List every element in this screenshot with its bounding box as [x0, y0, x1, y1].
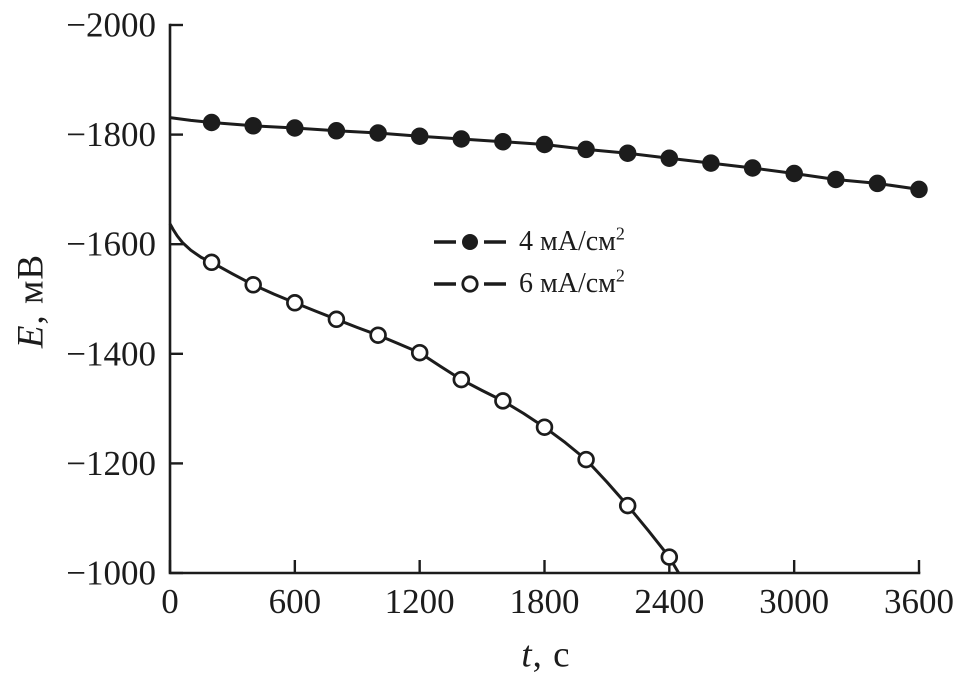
series-1-marker — [535, 418, 554, 436]
series-0-marker — [743, 159, 762, 177]
y-axis-units: , мВ — [10, 253, 52, 325]
series-1-marker — [660, 548, 679, 566]
series-1-marker — [577, 450, 595, 469]
x-tick-label: 600 — [269, 582, 322, 621]
series-0-marker — [327, 122, 346, 140]
legend-label: 6 мА/см2 — [519, 265, 625, 300]
series-1-marker — [286, 294, 304, 312]
series-1-marker — [410, 343, 429, 362]
series-0-marker — [452, 130, 471, 148]
series-1-marker — [202, 253, 221, 272]
series-0-marker — [868, 174, 887, 193]
y-tick-label: −1800 — [66, 115, 156, 154]
x-tick-label: 1800 — [510, 582, 580, 621]
x-tick-label: 1200 — [385, 582, 455, 621]
series-1-marker — [452, 370, 471, 389]
series-1-marker — [618, 496, 637, 515]
series-0-marker — [910, 180, 928, 199]
y-tick-label: −1200 — [66, 444, 156, 483]
series-0-marker — [535, 135, 554, 154]
x-tick-label: 3600 — [884, 582, 954, 621]
x-axis-units: , с — [532, 634, 571, 676]
series-0-marker — [827, 170, 845, 189]
legend-label-sup: 2 — [615, 223, 625, 244]
x-tick-label: 2400 — [634, 582, 704, 621]
legend: 4 мА/см2 6 мА/см2 — [433, 221, 625, 305]
y-axis-variable: E — [10, 324, 52, 349]
series-0-marker — [660, 149, 679, 167]
series-0-marker — [618, 144, 637, 162]
series-1-marker — [369, 326, 387, 344]
x-tick-label: 0 — [161, 582, 179, 621]
x-axis-variable: t — [521, 634, 533, 676]
series-0-marker — [410, 127, 429, 145]
series-0-marker — [702, 154, 720, 172]
legend-label-sup: 2 — [615, 265, 625, 286]
series-0-marker — [286, 119, 304, 137]
open-circle-line-icon — [434, 275, 506, 293]
y-tick-label: −1000 — [66, 554, 156, 593]
y-tick-label: −1400 — [66, 334, 156, 373]
x-tick-label: 3000 — [759, 582, 829, 621]
series-1-marker — [327, 310, 346, 329]
legend-item-4ma: 4 мА/см2 — [433, 221, 625, 263]
series-0-marker — [494, 132, 512, 151]
legend-label-text: 4 мА/см — [519, 226, 616, 257]
series-0-marker — [577, 140, 595, 159]
series-0-marker — [369, 124, 387, 142]
y-axis-title: E, мВ — [10, 254, 53, 348]
series-0-marker — [785, 164, 803, 183]
series-1-marker — [244, 276, 262, 294]
y-tick-label: −2000 — [66, 6, 156, 45]
legend-item-6ma: 6 мА/см2 — [433, 263, 625, 305]
series-1-marker — [494, 392, 512, 410]
x-axis-title: t, с — [521, 634, 570, 677]
legend-label-text: 6 мА/см — [519, 268, 616, 299]
series-0-line — [169, 116, 920, 191]
series-0-marker — [244, 117, 262, 135]
filled-circle-line-icon — [434, 234, 506, 250]
y-tick-label: −1600 — [66, 225, 156, 264]
series-0-marker — [202, 113, 221, 132]
legend-label: 4 мА/см2 — [519, 223, 625, 258]
